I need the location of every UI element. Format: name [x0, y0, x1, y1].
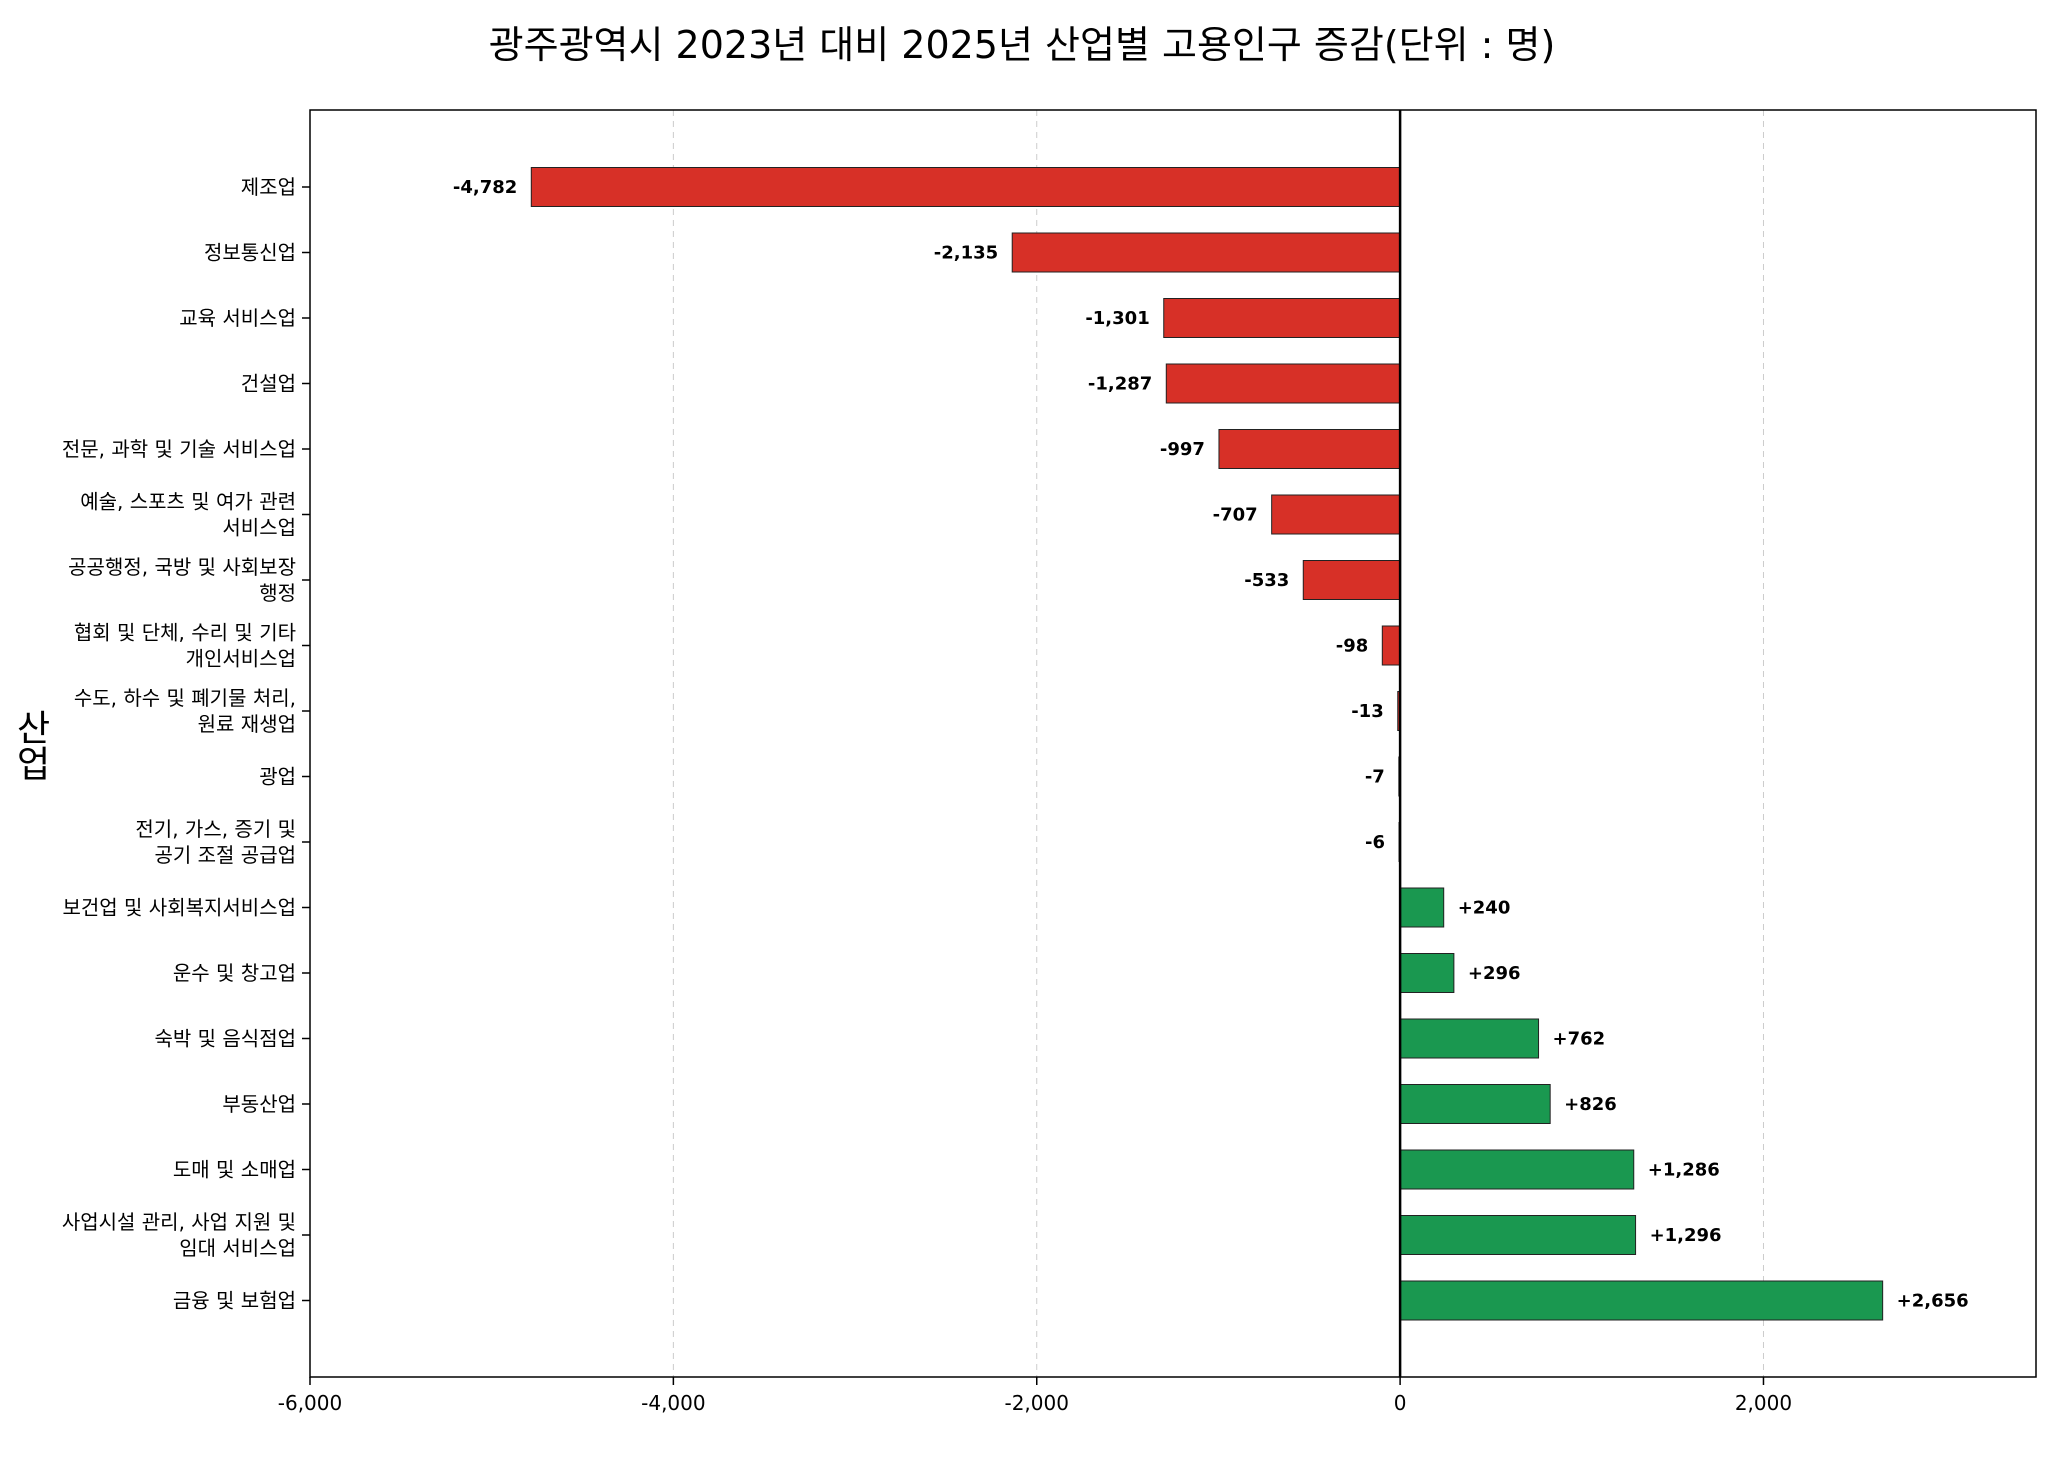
chart-title: 광주광역시 2023년 대비 2025년 산업별 고용인구 증감(단위 : 명) [489, 23, 1556, 67]
category-label-line: 숙박 및 음식점업 [154, 1027, 296, 1051]
category-label-line: 수도, 하수 및 폐기물 처리, [74, 686, 296, 710]
bar [1218, 429, 1401, 469]
value-label-layer: -4,782 -2,135 -1,301 -1,287 -997 -707 -533 -98 -… [453, 177, 1969, 1312]
category-label: 사업시설 관리, 사업 지원 및임대 서비스업 [62, 1210, 296, 1260]
bar [1381, 625, 1401, 666]
category-label-line: 전기, 가스, 증기 및 [135, 817, 296, 841]
category-label: 도매 및 소매업 [173, 1158, 296, 1182]
bar [1399, 1149, 1635, 1190]
category-label: 부동산업 [222, 1092, 296, 1116]
category-label: 교육 서비스업 [179, 306, 296, 330]
category-label-line: 보건업 및 사회복지서비스업 [62, 896, 296, 920]
value-label: -13 [1351, 701, 1384, 722]
bar [1165, 363, 1401, 404]
category-label-line: 운수 및 창고업 [173, 961, 296, 985]
category-label-line: 금융 및 보험업 [173, 1289, 296, 1313]
x-tick-label: 0 [1394, 1391, 1407, 1415]
bar [1302, 560, 1401, 600]
value-label: -4,782 [453, 177, 517, 198]
category-label-line: 광업 [259, 765, 296, 789]
value-label: +296 [1468, 963, 1521, 984]
y-axis-title: 산업 [10, 709, 51, 781]
value-label: -7 [1365, 767, 1385, 788]
value-label: +2,656 [1897, 1291, 1969, 1312]
bar [1399, 1018, 1540, 1059]
category-label: 광업 [259, 765, 296, 789]
value-label: +762 [1553, 1029, 1606, 1050]
bar [1011, 232, 1401, 273]
value-label: +240 [1458, 898, 1511, 919]
value-label: -2,135 [934, 243, 998, 264]
x-tick-label: -2,000 [1004, 1391, 1068, 1415]
value-label: +826 [1564, 1094, 1617, 1115]
category-label-line: 협회 및 단체, 수리 및 기타 [74, 621, 296, 645]
category-label: 수도, 하수 및 폐기물 처리,원료 재생업 [74, 686, 296, 736]
category-label: 정보통신업 [204, 241, 296, 265]
x-tick-label: -6,000 [278, 1391, 342, 1415]
category-label-line: 제조업 [241, 175, 296, 199]
value-label: +1,286 [1648, 1160, 1720, 1181]
bar [1399, 1280, 1884, 1321]
value-label: -997 [1160, 439, 1205, 460]
category-label-line: 건설업 [241, 372, 296, 396]
value-label: +1,296 [1650, 1225, 1722, 1246]
category-label-line: 도매 및 소매업 [173, 1158, 296, 1182]
bar [1399, 1215, 1637, 1255]
category-label: 보건업 및 사회복지서비스업 [62, 896, 296, 920]
value-label: -6 [1365, 832, 1385, 853]
category-label-line: 공공행정, 국방 및 사회보장 [68, 555, 296, 579]
x-tick-label: -4,000 [641, 1391, 705, 1415]
category-label-line: 행정 [259, 581, 296, 605]
category-label: 금융 및 보험업 [173, 1289, 296, 1313]
category-label: 숙박 및 음식점업 [154, 1027, 296, 1051]
category-label-line: 정보통신업 [204, 241, 296, 265]
bar [530, 167, 1401, 207]
category-label: 전기, 가스, 증기 및공기 조절 공급업 [135, 817, 296, 867]
category-label: 건설업 [241, 372, 296, 396]
category-label: 운수 및 창고업 [173, 961, 296, 985]
value-label: -707 [1213, 505, 1258, 526]
value-label: -1,301 [1085, 308, 1149, 329]
category-label-line: 전문, 과학 및 기술 서비스업 [62, 437, 296, 461]
category-label: 전문, 과학 및 기술 서비스업 [62, 437, 296, 461]
category-label-line: 교육 서비스업 [179, 306, 296, 330]
category-label-line: 부동산업 [222, 1092, 296, 1116]
value-label: -533 [1244, 570, 1289, 591]
bar [1399, 887, 1445, 928]
value-label: -98 [1336, 636, 1369, 657]
category-label-line: 임대 서비스업 [179, 1236, 296, 1260]
bar [1399, 1084, 1551, 1124]
bar [1399, 953, 1455, 993]
bar [1271, 494, 1401, 535]
category-label-line: 공기 조절 공급업 [154, 843, 296, 867]
category-label-line: 서비스업 [222, 516, 296, 540]
bar [1163, 298, 1401, 338]
category-label-line: 사업시설 관리, 사업 지원 및 [62, 1210, 296, 1234]
plot-frame [309, 109, 2037, 1378]
category-label-line: 예술, 스포츠 및 여가 관련 [80, 490, 296, 514]
value-label: -1,287 [1088, 374, 1152, 395]
category-label-line: 개인서비스업 [186, 647, 296, 671]
bar-layer [530, 167, 1884, 1321]
category-label: 제조업 [241, 175, 296, 199]
x-tick-label: 2,000 [1735, 1391, 1792, 1415]
category-label-line: 원료 재생업 [198, 712, 296, 736]
